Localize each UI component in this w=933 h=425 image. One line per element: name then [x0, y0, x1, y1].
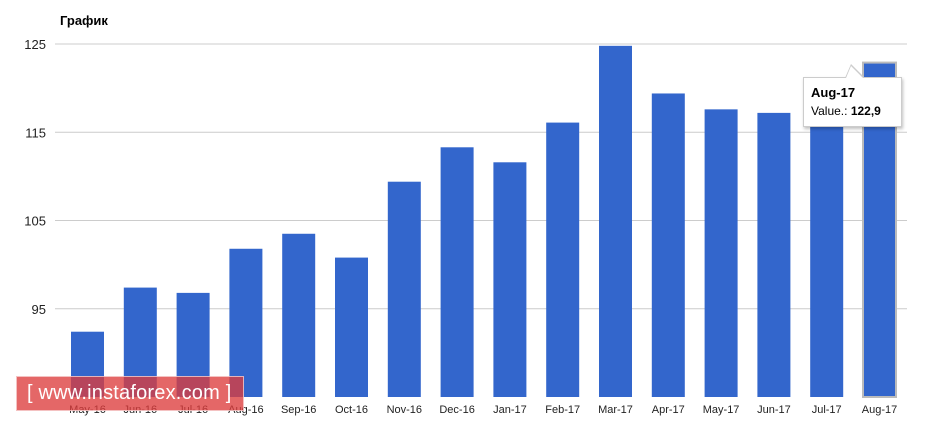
y-tick-label: 125: [24, 37, 46, 52]
bar[interactable]: [440, 147, 474, 397]
y-tick-label: 105: [24, 214, 46, 229]
tooltip-value: 122,9: [850, 104, 881, 118]
x-tick-label: Oct-16: [335, 404, 368, 416]
watermark-text: www.instaforex.com: [38, 382, 220, 404]
bar[interactable]: [599, 45, 632, 398]
bars: [71, 45, 897, 399]
x-tick-label: Jan-17: [493, 404, 527, 416]
x-tick-label: May-17: [703, 404, 740, 416]
tooltip-arrow-inner: [846, 66, 863, 78]
bar[interactable]: [282, 233, 316, 397]
chart-title: График: [60, 13, 108, 28]
bar[interactable]: [757, 112, 791, 397]
watermark: [ www.instaforex.com ]: [16, 376, 244, 411]
y-tick-label: 115: [25, 125, 46, 140]
bar[interactable]: [493, 162, 527, 397]
x-tick-label: Feb-17: [545, 404, 580, 416]
x-tick-label: Apr-17: [652, 404, 685, 416]
x-tick-label: Sep-16: [281, 404, 316, 416]
x-tick-label: Aug-17: [862, 404, 897, 416]
bar[interactable]: [335, 257, 368, 397]
bar[interactable]: [387, 181, 421, 397]
x-tick-label: Dec-16: [439, 404, 474, 416]
x-tick-label: Jul-17: [812, 404, 842, 416]
bar[interactable]: [546, 122, 580, 398]
bar[interactable]: [810, 104, 844, 398]
tooltip: Aug-17 Value.: 122,9: [803, 77, 902, 127]
bar[interactable]: [704, 109, 738, 398]
bar[interactable]: [651, 93, 685, 398]
y-tick-label: 95: [32, 302, 46, 317]
x-tick-label: Jun-17: [757, 404, 791, 416]
y-axis-ticks: 95 105 115 125: [24, 37, 46, 317]
x-tick-label: Nov-16: [387, 404, 422, 416]
tooltip-category: Aug-17: [811, 85, 856, 100]
tooltip-label: Value.:: [811, 104, 848, 118]
bar[interactable]: [229, 248, 263, 397]
x-tick-label: Mar-17: [598, 404, 633, 416]
